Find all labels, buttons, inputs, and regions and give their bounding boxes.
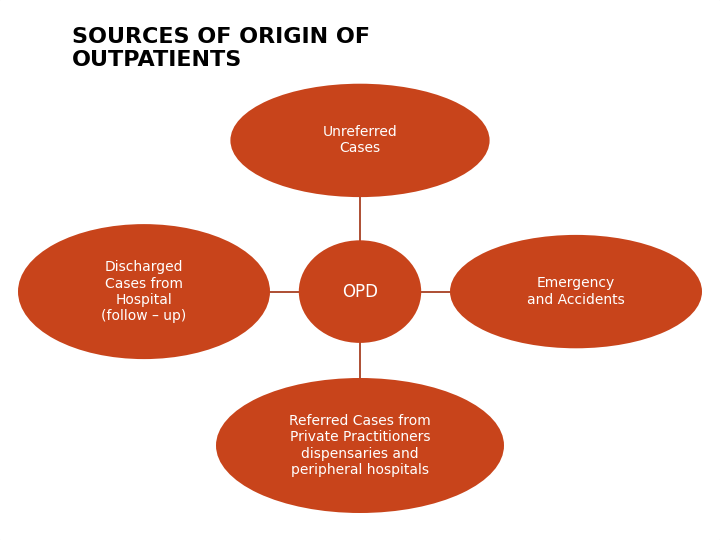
Text: Emergency
and Accidents: Emergency and Accidents: [527, 276, 625, 307]
Ellipse shape: [299, 240, 421, 343]
Ellipse shape: [230, 84, 490, 197]
Text: Referred Cases from
Private Practitioners
dispensaries and
peripheral hospitals: Referred Cases from Private Practitioner…: [289, 414, 431, 477]
Ellipse shape: [216, 378, 504, 513]
Ellipse shape: [450, 235, 702, 348]
Text: OPD: OPD: [342, 282, 378, 301]
Text: Unreferred
Cases: Unreferred Cases: [323, 125, 397, 156]
Text: SOURCES OF ORIGIN OF
OUTPATIENTS: SOURCES OF ORIGIN OF OUTPATIENTS: [72, 27, 370, 70]
Text: Discharged
Cases from
Hospital
(follow – up): Discharged Cases from Hospital (follow –…: [102, 260, 186, 323]
Ellipse shape: [18, 224, 270, 359]
